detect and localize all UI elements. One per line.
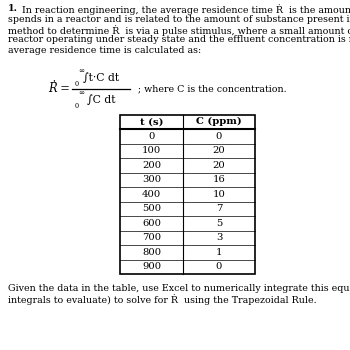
Text: 5: 5 bbox=[216, 219, 222, 228]
Text: 500: 500 bbox=[142, 204, 161, 213]
Text: 1.: 1. bbox=[8, 4, 18, 13]
Text: In reaction engineering, the average residence time Ṙ  is the amount of time an : In reaction engineering, the average res… bbox=[22, 4, 350, 15]
Text: 0: 0 bbox=[216, 262, 222, 271]
Text: 300: 300 bbox=[142, 175, 161, 184]
Text: 0: 0 bbox=[216, 132, 222, 141]
Text: 3: 3 bbox=[216, 233, 222, 242]
Text: 700: 700 bbox=[142, 233, 161, 242]
Text: ; where C is the concentration.: ; where C is the concentration. bbox=[138, 84, 287, 93]
Text: average residence time is calculated as:: average residence time is calculated as: bbox=[8, 46, 201, 55]
Text: 600: 600 bbox=[142, 219, 161, 228]
Text: ∫t·C dt: ∫t·C dt bbox=[83, 72, 119, 83]
Text: 1: 1 bbox=[216, 248, 222, 257]
Text: spends in a reactor and is related to the amount of substance present in the sys: spends in a reactor and is related to th… bbox=[8, 14, 350, 23]
Text: 7: 7 bbox=[216, 204, 222, 213]
Text: 100: 100 bbox=[142, 146, 161, 155]
Text: reactor operating under steady state and the effluent concentration is measured : reactor operating under steady state and… bbox=[8, 35, 350, 44]
Text: 0: 0 bbox=[75, 103, 79, 111]
Text: integrals to evaluate) to solve for Ṙ  using the Trapezoidal Rule.: integrals to evaluate) to solve for Ṙ us… bbox=[8, 294, 317, 306]
Bar bbox=[120, 114, 255, 274]
Text: 20: 20 bbox=[213, 161, 225, 170]
Text: 800: 800 bbox=[142, 248, 161, 257]
Text: Given the data in the table, use Excel to numerically integrate this equation (n: Given the data in the table, use Excel t… bbox=[8, 284, 350, 293]
Text: 200: 200 bbox=[142, 161, 161, 170]
Text: ∞: ∞ bbox=[78, 89, 84, 97]
Text: 10: 10 bbox=[212, 190, 225, 199]
Text: method to determine Ṙ  is via a pulse stimulus, where a small amount of a tracer: method to determine Ṙ is via a pulse sti… bbox=[8, 25, 350, 36]
Text: 900: 900 bbox=[142, 262, 161, 271]
Text: 0: 0 bbox=[148, 132, 155, 141]
Text: 16: 16 bbox=[213, 175, 225, 184]
Text: C (ppm): C (ppm) bbox=[196, 117, 242, 126]
Text: ∫C dt: ∫C dt bbox=[87, 94, 115, 105]
Text: t (s): t (s) bbox=[140, 117, 163, 126]
Text: 20: 20 bbox=[213, 146, 225, 155]
Text: ∞: ∞ bbox=[78, 66, 84, 75]
Text: 0: 0 bbox=[75, 79, 79, 88]
Text: Ṙ =: Ṙ = bbox=[48, 82, 70, 95]
Text: 400: 400 bbox=[142, 190, 161, 199]
